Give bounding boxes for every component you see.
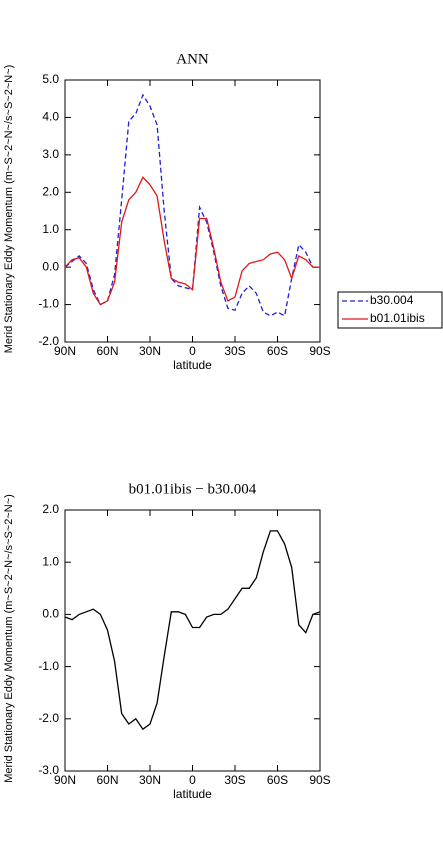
chart-title: b01.01ibis − b30.004	[129, 481, 257, 497]
x-tick-label: 30S	[224, 344, 245, 358]
y-tick-label: -1.0	[38, 659, 59, 673]
x-tick-label: 30N	[139, 773, 161, 787]
y-tick-label: 0.0	[42, 607, 59, 621]
x-tick-label: 0	[189, 773, 196, 787]
x-tick-label: 30S	[224, 773, 245, 787]
x-axis-label: latitude	[173, 358, 212, 372]
y-tick-label: 1.0	[42, 222, 59, 236]
y-tick-label: 5.0	[42, 72, 59, 86]
y-axis-label: Merid Stationary Eddy Momentum (m~S~2~N~…	[3, 65, 15, 354]
y-tick-label: 2.0	[42, 184, 59, 198]
y-tick-label: -2.0	[38, 711, 59, 725]
x-tick-label: 0	[189, 344, 196, 358]
x-tick-label: 60S	[267, 773, 288, 787]
x-tick-label: 60N	[96, 344, 118, 358]
chart-title: ANN	[176, 51, 209, 67]
x-tick-label: 60S	[267, 344, 288, 358]
x-tick-label: 60N	[96, 773, 118, 787]
y-tick-label: -3.0	[38, 763, 59, 777]
x-axis-label: latitude	[173, 787, 212, 801]
y-tick-label: -2.0	[38, 334, 59, 348]
data-line	[64, 176, 320, 306]
y-tick-label: 3.0	[42, 147, 59, 161]
plot-frame	[64, 509, 321, 772]
y-tick-label: 4.0	[42, 110, 59, 124]
x-tick-label: 90N	[54, 773, 76, 787]
legend-label: b01.01ibis	[370, 311, 425, 325]
y-tick-label: 2.0	[42, 502, 59, 516]
data-line	[64, 93, 320, 317]
legend-box	[337, 291, 443, 329]
x-tick-label: 30N	[139, 344, 161, 358]
x-tick-label: 90S	[309, 773, 330, 787]
x-tick-label: 90N	[54, 344, 76, 358]
y-tick-label: -1.0	[38, 297, 59, 311]
y-tick-label: 1.0	[42, 554, 59, 568]
data-line	[64, 530, 321, 731]
legend-label: b30.004	[370, 293, 414, 307]
y-axis-label: Merid Stationary Eddy Momentum (m~S~2~N~…	[3, 494, 15, 783]
y-tick-label: 0.0	[42, 259, 59, 273]
x-tick-label: 90S	[309, 344, 330, 358]
